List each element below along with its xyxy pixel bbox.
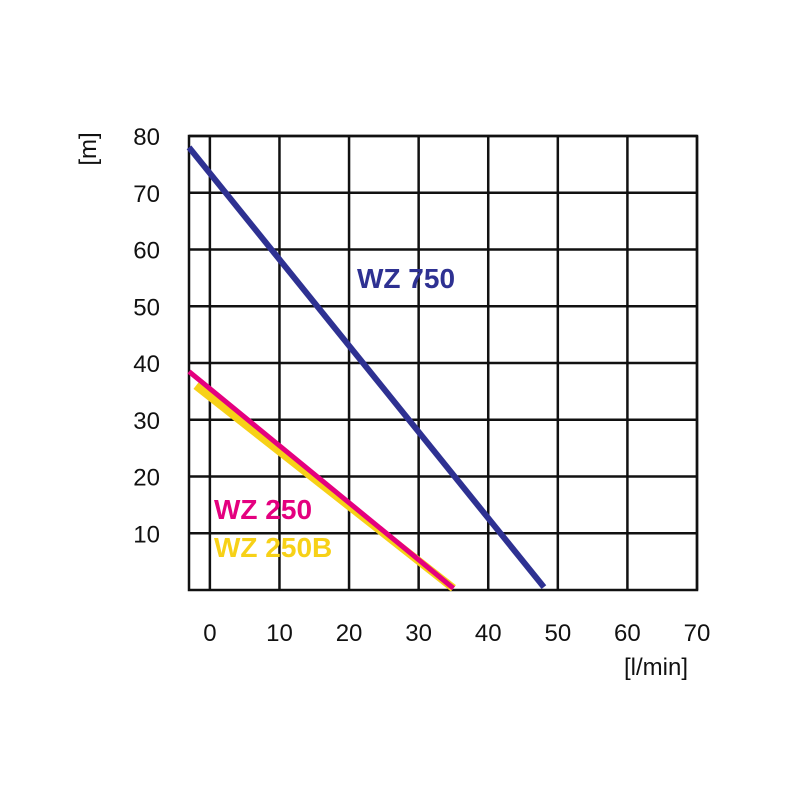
y-tick-label: 80 — [133, 124, 160, 151]
y-tick-label: 10 — [133, 521, 160, 548]
series-label-wz-750: WZ 750 — [357, 263, 455, 294]
series-line — [187, 369, 456, 591]
x-tick-label: 10 — [266, 620, 293, 647]
series-label-wz-250b: WZ 250B — [214, 532, 332, 563]
y-tick-label: 20 — [133, 465, 160, 492]
x-tick-label: 60 — [614, 620, 641, 647]
x-tick-label: 70 — [684, 620, 711, 647]
x-tick-label: 50 — [544, 620, 571, 647]
x-tick-label: 30 — [405, 620, 432, 647]
y-tick-label: 50 — [133, 294, 160, 321]
y-tick-label: 40 — [133, 351, 160, 378]
x-tick-label: 40 — [475, 620, 502, 647]
y-axis-label: [m] — [75, 132, 102, 165]
series-line — [186, 145, 547, 590]
x-tick-label: 20 — [336, 620, 363, 647]
series-lines — [186, 145, 547, 592]
y-tick-label: 60 — [133, 238, 160, 265]
y-tick-label: 30 — [133, 408, 160, 435]
x-axis-label: [l/min] — [624, 654, 688, 681]
x-tick-label: 0 — [203, 620, 216, 647]
tick-labels: 0 10 20 30 40 50 60 70 10 20 30 40 50 60 70 80 — [133, 124, 710, 647]
series-label-wz-250: WZ 250 — [214, 494, 312, 525]
y-tick-label: 70 — [133, 181, 160, 208]
grid — [187, 134, 699, 592]
